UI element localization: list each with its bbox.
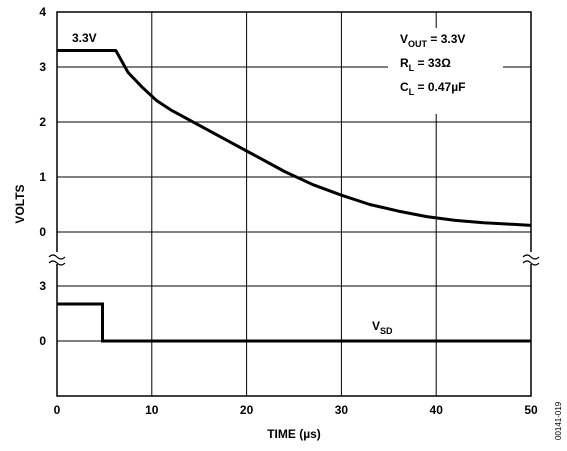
y-tick-label-lower: 3 [39, 279, 46, 293]
condition-cl: CL = 0.47µF [400, 80, 465, 97]
y-tick-label: 2 [39, 115, 46, 129]
axis-break-left [48, 252, 66, 266]
axis-break-right [522, 252, 540, 266]
figure-id: 00141-019 [554, 401, 563, 440]
vsd-label: VSD [372, 319, 393, 336]
start-voltage-label: 3.3V [72, 31, 97, 45]
y-tick-label: 3 [39, 60, 46, 74]
conditions-bg [388, 28, 503, 114]
condition-vout: VOUT = 3.3V [400, 32, 465, 49]
y-tick-label: 0 [39, 225, 46, 239]
vsd-step-line [57, 302, 531, 343]
y-tick-label: 4 [39, 5, 46, 19]
x-tick-label: 20 [240, 403, 254, 417]
conditions-box: VOUT = 3.3V RL = 33Ω CL = 0.47µF [388, 28, 503, 114]
x-tick-label: 10 [145, 403, 159, 417]
x-tick-label: 0 [54, 403, 61, 417]
x-tick-label: 40 [430, 403, 444, 417]
condition-rl: RL = 33Ω [400, 56, 451, 73]
series-layer [57, 49, 532, 343]
y-axis-title: VOLTS [13, 184, 27, 223]
x-tick-label: 30 [335, 403, 349, 417]
x-axis-title: TIME (µs) [267, 427, 321, 441]
y-tick-label: 1 [39, 170, 46, 184]
x-tick-label: 50 [524, 403, 538, 417]
vout-decay-line [57, 49, 532, 227]
y-tick-label-lower: 0 [39, 334, 46, 348]
